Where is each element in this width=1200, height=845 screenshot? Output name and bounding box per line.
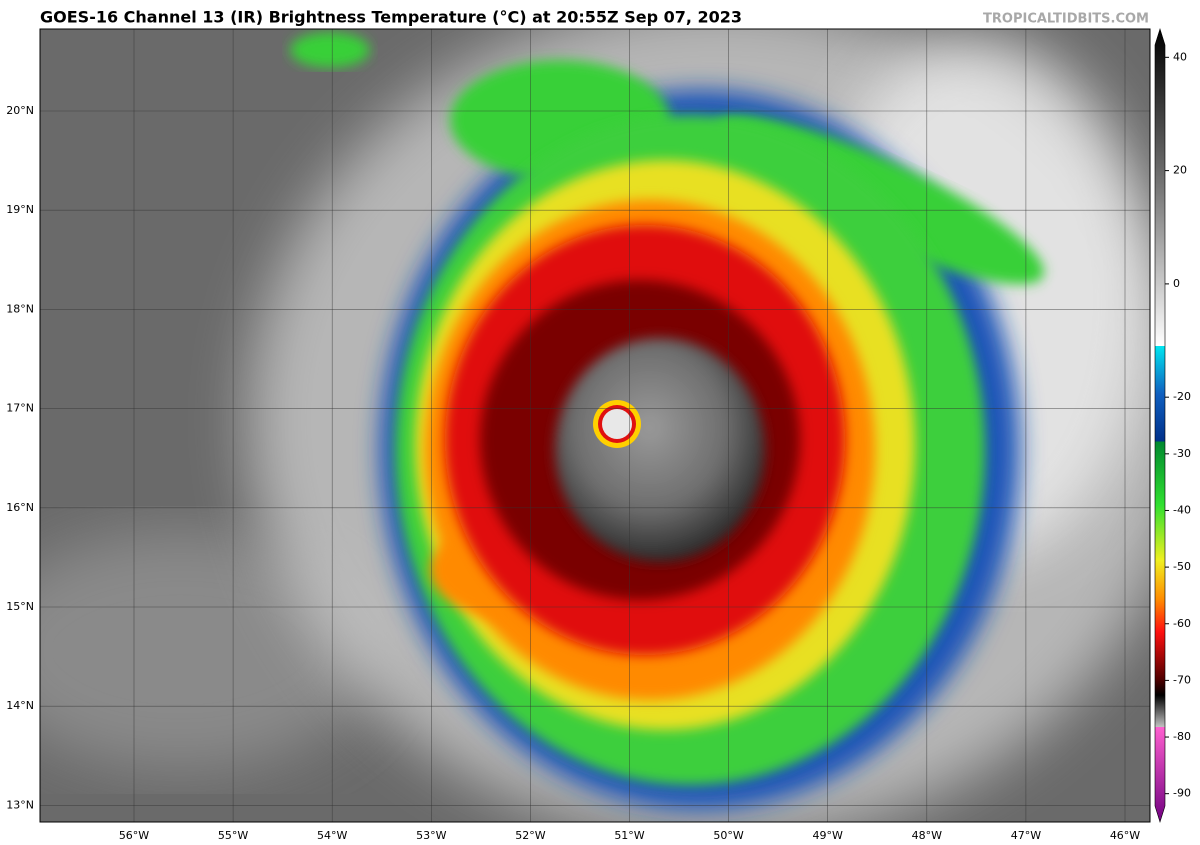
colorbar-tick-label: -30	[1173, 447, 1191, 460]
longitude-label: 49°W	[813, 829, 843, 842]
watermark: TROPICALTIDBITS.COM	[983, 12, 1149, 27]
longitude-label: 52°W	[515, 829, 545, 842]
colorbar-tick-label: -80	[1173, 730, 1191, 743]
longitude-label: 47°W	[1011, 829, 1041, 842]
longitude-label: 56°W	[119, 829, 149, 842]
longitude-label: 53°W	[416, 829, 446, 842]
colorbar-tick-label: -20	[1173, 390, 1191, 403]
colorbar: 40 20 0 -20 -30 -40 -50 -60 -70 -80 -90	[1154, 27, 1191, 824]
latitude-label: 14°N	[6, 699, 34, 712]
title: GOES-16 Channel 13 (IR) Brightness Tempe…	[40, 8, 742, 27]
colorbar-tick-label: 20	[1173, 164, 1187, 177]
longitude-label: 50°W	[713, 829, 743, 842]
latitude-label: 20°N	[6, 104, 34, 117]
colorbar-tick-label: -70	[1173, 673, 1191, 686]
colorbar-tick-label: -40	[1173, 503, 1191, 516]
colorbar-tick-label: 40	[1173, 50, 1187, 63]
colorbar-tick-label: 0	[1173, 277, 1180, 290]
latitude-label: 17°N	[6, 402, 34, 415]
longitude-label: 54°W	[317, 829, 347, 842]
longitude-label: 48°W	[912, 829, 942, 842]
colorbar-tick-label: -60	[1173, 617, 1191, 630]
latitude-label: 19°N	[6, 203, 34, 216]
longitude-label: 51°W	[614, 829, 644, 842]
colorbar-tick-label: -90	[1173, 787, 1191, 800]
colorbar-tick-label: -50	[1173, 560, 1191, 573]
latitude-label: 16°N	[6, 501, 34, 514]
graticule: 20°N 19°N 18°N 17°N 16°N 15°N 14°N 13°N 56°W 55°W…	[6, 29, 1150, 842]
longitude-label: 46°W	[1110, 829, 1140, 842]
colorbar-bar	[1154, 27, 1166, 824]
latitude-label: 15°N	[6, 600, 34, 613]
latitude-label: 13°N	[6, 798, 34, 811]
longitude-label: 55°W	[218, 829, 248, 842]
latitude-label: 18°N	[6, 302, 34, 315]
map-frame	[39, 28, 1151, 823]
